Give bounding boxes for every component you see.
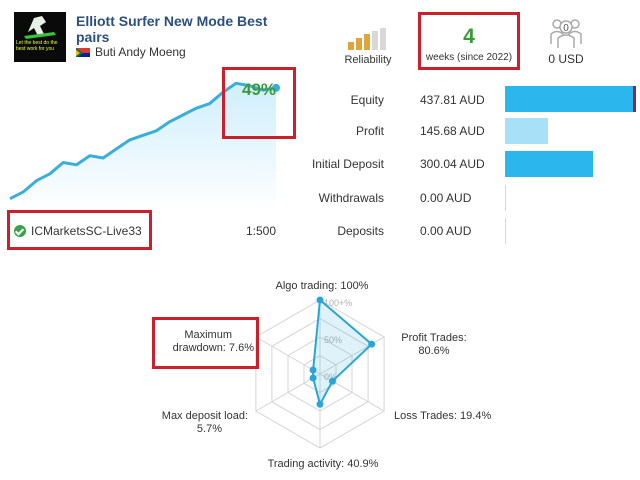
author-name[interactable]: Buti Andy Moeng [95,45,186,59]
radar-label-profit-trades: Profit Trades: 80.6% [401,332,467,357]
growth-line [9,81,277,201]
subscribers-count: 0 [563,23,569,34]
surfer-logo-icon [14,12,66,62]
avatar-caption: Let the best do the best work for you [16,40,58,52]
stat-value-initial-deposit: 300.04 AUD [420,157,485,171]
stat-value-equity: 437.81 AUD [420,93,485,107]
subscribers-icon: 0 [550,19,582,48]
radar-label-maximum-drawdown: Maximum drawdown: 7.6% [172,329,254,354]
broker-row[interactable]: ICMarketsSC-Live33 [14,224,142,238]
radar-point-1 [368,340,376,348]
drawdown-highlight-box [152,317,259,369]
weeks-label: weeks (since 2022) [425,52,513,63]
radar-chart: 100+% 50% 0% [255,296,385,449]
stat-value-withdrawals: 0.00 AUD [420,191,472,205]
stat-label-profit: Profit [355,124,384,138]
south-africa-flag-icon [76,47,90,57]
growth-area [10,83,276,210]
stat-label-deposits: Deposits [337,224,384,238]
author-avatar[interactable]: Let the best do the best work for you [14,12,66,62]
stat-bar-profit [505,118,548,144]
radar-point-4 [309,374,317,382]
stat-label-equity: Equity [350,93,384,107]
stat-bar-equity [505,86,636,112]
broker-name[interactable]: ICMarketsSC-Live33 [31,224,142,238]
stat-label-withdrawals: Withdrawals [318,191,384,205]
broker-highlight-box [7,210,152,250]
verified-check-icon [14,225,26,237]
weeks-value: 4 [463,25,475,48]
stat-bar-withdrawals [505,185,506,211]
subscription-price: 0 USD [548,52,584,66]
stat-value-profit: 145.68 AUD [420,124,485,138]
radar-point-3 [316,400,324,408]
weeks-highlight-box [418,12,520,70]
radar-scale-label-2: 0% [324,372,337,382]
growth-endpoint [272,83,280,92]
stat-label-initial-deposit: Initial Deposit [311,157,384,171]
radar-value-polygon [312,297,374,408]
stat-bar-initial-deposit [505,151,593,177]
radar-point-2 [328,377,336,385]
radar-scale-label-1: 50% [324,335,342,345]
radar-axis-5 [255,336,321,375]
radar-label-algo: Algo trading: 100% [275,280,369,292]
growth-value: 49% [241,80,277,99]
signal-title[interactable]: Elliott Surfer New Mode Best pairs [76,13,268,45]
leverage-value: 1:500 [246,224,277,238]
reliability-label: Reliability [344,54,392,66]
radar-point-0 [316,296,324,304]
growth-chart [9,81,280,210]
radar-axis-4 [255,373,321,412]
author-row: Buti Andy Moeng [76,45,186,59]
reliability-bars-icon [348,28,386,50]
stat-bar-deposits [505,218,506,244]
radar-label-max-deposit-load: Max deposit load: 5.7% [161,410,248,435]
radar-point-5 [309,366,317,374]
radar-label-trading-activity: Trading activity: 40.9% [267,458,379,470]
radar-scale-label-0: 100+% [324,298,352,308]
radar-label-loss-trades: Loss Trades: 19.4% [394,410,492,422]
growth-highlight-box [222,67,296,139]
stat-value-deposits: 0.00 AUD [420,224,472,238]
